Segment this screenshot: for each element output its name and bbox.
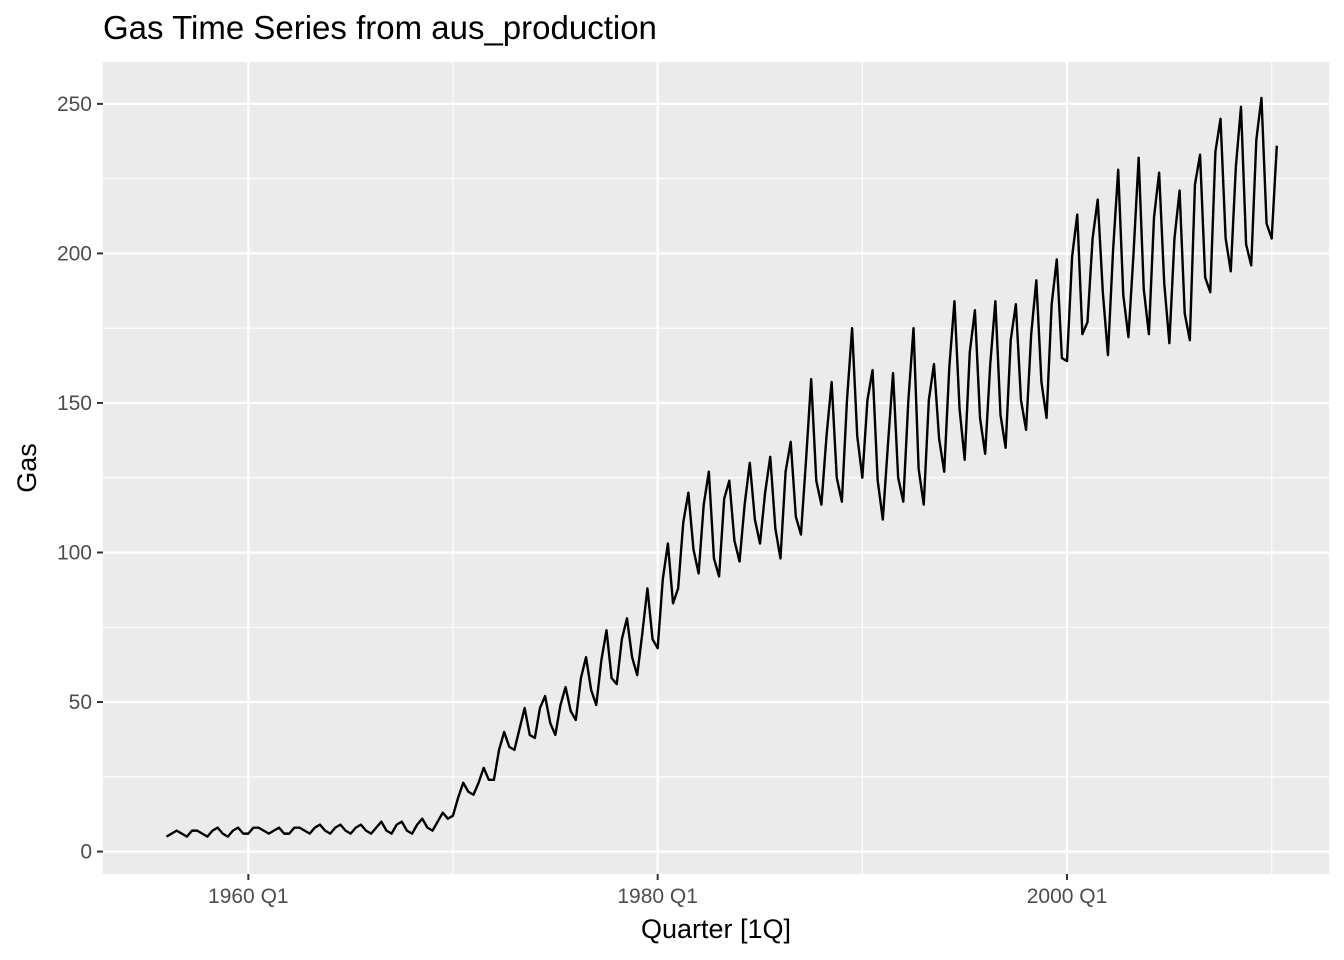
x-tick-label: 1960 Q1	[208, 885, 289, 908]
y-tick-label: 50	[69, 691, 92, 714]
plot-panel	[103, 62, 1329, 874]
x-axis: 1960 Q1 1980 Q1 2000 Q1	[208, 874, 1107, 908]
gas-series-line	[165, 96, 1279, 838]
y-tick-label: 200	[57, 242, 92, 265]
chart-title: Gas Time Series from aus_production	[103, 9, 657, 46]
x-axis-title: Quarter [1Q]	[641, 914, 791, 944]
major-gridlines	[103, 62, 1329, 874]
y-axis: 0 50 100 150 200 250	[57, 93, 103, 864]
y-tick-label: 100	[57, 541, 92, 564]
minor-gridlines	[103, 62, 1329, 874]
x-tick-label: 1980 Q1	[617, 885, 698, 908]
y-tick-label: 250	[57, 93, 92, 116]
y-tick-label: 0	[80, 841, 92, 864]
y-tick-label: 150	[57, 392, 92, 415]
y-axis-title: Gas	[12, 443, 42, 493]
x-tick-label: 2000 Q1	[1027, 885, 1108, 908]
